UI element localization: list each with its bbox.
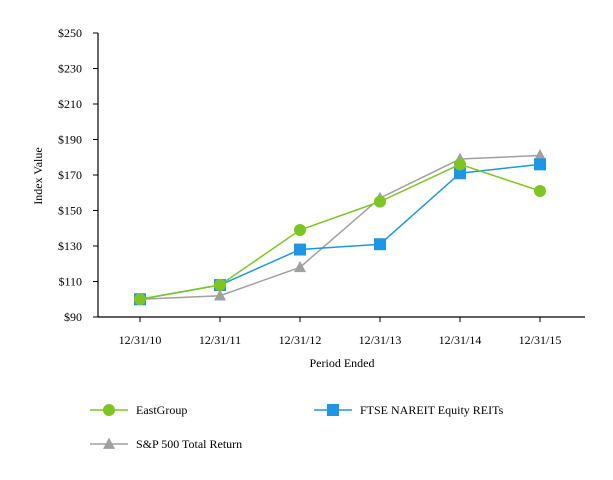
x-tick-label: 12/31/12 bbox=[279, 333, 322, 347]
x-tick-label: 12/31/11 bbox=[199, 333, 241, 347]
data-point bbox=[534, 158, 546, 171]
y-axis-title: Index Value bbox=[31, 147, 45, 204]
legend-item: S&P 500 Total Return bbox=[90, 437, 242, 451]
data-point bbox=[134, 293, 146, 306]
y-tick-label: $190 bbox=[58, 133, 82, 147]
legend-marker bbox=[103, 437, 115, 449]
series-line bbox=[139, 154, 541, 300]
data-point bbox=[534, 148, 546, 161]
data-point bbox=[214, 289, 226, 301]
legend-marker bbox=[327, 404, 339, 416]
x-tick-label: 12/31/14 bbox=[439, 333, 482, 347]
legend-marker bbox=[103, 404, 115, 416]
y-tick-label: $170 bbox=[58, 168, 82, 182]
data-point bbox=[374, 195, 386, 208]
legend-label: FTSE NAREIT Equity REITs bbox=[360, 403, 504, 417]
data-point bbox=[294, 224, 306, 237]
chart-axes bbox=[97, 33, 585, 318]
legend-item: EastGroup bbox=[90, 403, 187, 417]
y-tick-label: $90 bbox=[64, 310, 82, 324]
legend: EastGroup FTSE NAREIT Equity REITs S&P 500… bbox=[90, 403, 504, 451]
x-tick-label: 12/31/15 bbox=[519, 333, 562, 347]
data-point bbox=[534, 184, 546, 197]
data-point bbox=[374, 238, 386, 251]
x-tick-labels: 12/31/10 12/31/11 12/31/12 12/31/13 12/31/14… bbox=[119, 317, 562, 347]
legend-item: FTSE NAREIT Equity REITs bbox=[314, 403, 504, 417]
legend-label: EastGroup bbox=[136, 403, 187, 417]
data-point bbox=[454, 167, 466, 180]
x-axis-title: Period Ended bbox=[310, 356, 375, 370]
series-line bbox=[139, 163, 541, 300]
legend-label: S&P 500 Total Return bbox=[136, 437, 242, 451]
x-tick-label: 12/31/10 bbox=[119, 333, 162, 347]
data-point bbox=[214, 279, 226, 292]
y-tick-label: $230 bbox=[58, 62, 82, 76]
x-tick-label: 12/31/13 bbox=[359, 333, 402, 347]
y-tick-label: $210 bbox=[58, 97, 82, 111]
data-point bbox=[294, 243, 306, 256]
series-circle bbox=[134, 158, 546, 306]
y-tick-label: $150 bbox=[58, 204, 82, 218]
y-tick-label: $250 bbox=[58, 26, 82, 40]
data-point bbox=[454, 158, 466, 171]
data-point bbox=[294, 260, 306, 273]
y-tick-label: $110 bbox=[58, 275, 82, 289]
y-tick-labels: $90 $110 $130 $150 $170 $190 $210 $230 $250 bbox=[58, 26, 98, 324]
y-tick-label: $130 bbox=[58, 239, 82, 253]
series-group bbox=[134, 148, 546, 306]
